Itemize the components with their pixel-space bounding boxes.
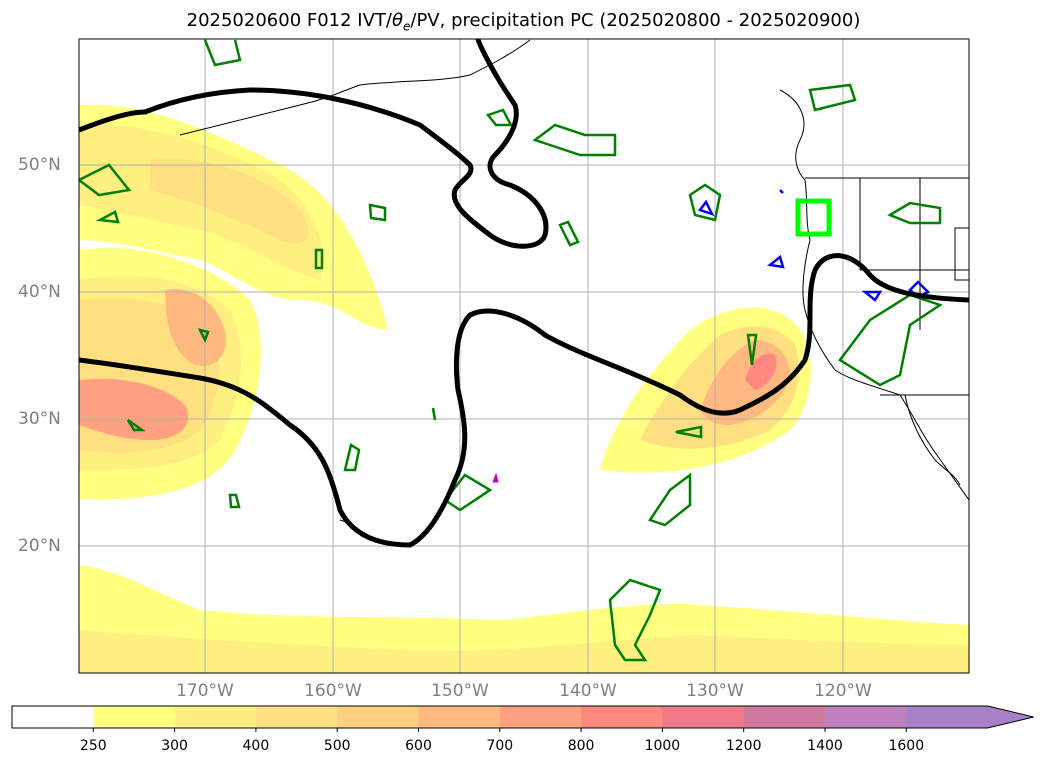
precip-contour-18 [343,443,361,472]
pv-contour-1 [697,199,715,217]
pv-contours [697,189,931,302]
coast-baja [904,394,961,486]
ivt-fill-west-core-b [79,378,189,440]
lat-label-50n: 50°N [18,155,61,175]
colorbar-swatch [581,706,663,728]
colorbar-swatch [337,706,419,728]
title-prefix: 2025020600 F012 IVT/ [186,10,392,31]
precip-contour-19 [608,578,662,662]
plot-area [79,39,969,673]
plot-frame [78,38,970,674]
colorbar-extend-max [987,706,1034,728]
lon-label-160w: 160°W [304,681,362,701]
precip-contour-5 [485,108,514,127]
pv-contour-magenta [492,472,499,483]
precip-contour-21 [228,493,241,509]
precip-contour-10 [808,83,857,112]
coast-west-america [779,89,969,501]
precip-contours [79,39,943,662]
precip-contour-16 [648,472,692,527]
ivt-fill-west-core-a [165,289,226,366]
colorbar-tick-label: 1200 [725,738,762,754]
precip-contour-17 [443,473,493,512]
precip-contour-22 [431,407,437,421]
ivt-fill-south-2 [79,630,969,673]
lat-label-20n: 20°N [18,536,61,556]
colorbar-swatch [418,706,501,728]
colorbar-swatch [662,706,745,728]
state-border-east [954,227,969,281]
colorbar [11,705,1034,732]
lon-label-120w: 120°W [814,681,872,701]
map-title: 2025020600 F012 IVT/θe/PV, precipitation… [0,10,1047,34]
colorbar-swatch [255,706,338,728]
colorbar-tick-label: 500 [323,738,351,754]
title-theta: θ [391,10,403,31]
state-borders [859,178,969,330]
lon-label-130w: 130°W [686,681,744,701]
colorbar-swatch [743,706,826,728]
precip-contour-11 [887,201,942,225]
target-region-box [795,198,832,237]
colorbar-tick-label: 300 [161,738,188,754]
precip-contour-7 [558,220,580,247]
precip-contour-14 [126,418,146,432]
colorbar-swatch [499,706,582,728]
ivt-contour-north [79,39,549,249]
colorbar-swatch [12,706,94,728]
title-suffix: /PV, precipitation PC (2025020800 - 2025… [410,10,861,31]
precip-contour-1 [203,39,242,67]
colorbar-tick-label: 1000 [644,738,681,754]
title-theta-sub: e [403,19,411,34]
lon-label-150w: 150°W [431,681,489,701]
lat-label-30n: 30°N [18,409,61,429]
precip-contour-12 [838,293,943,387]
ivt-contour-south [79,253,969,548]
colorbar-tick-label: 1400 [807,738,843,754]
precip-contour-2 [79,163,132,197]
colorbar-outline [11,705,1034,729]
precip-contour-20 [675,425,703,439]
pv-contour-3 [861,290,883,302]
ivt-fill-east-core [745,353,777,390]
precip-contour-6 [368,203,387,222]
colorbar-swatch [93,706,176,728]
ivt-fill-north-core [150,159,309,244]
colorbar-swatch [825,706,907,728]
lon-label-140w: 140°W [559,681,617,701]
colorbar-tick-label: 1600 [888,738,925,754]
colorbar-tick-label: 250 [79,738,107,754]
colorbar-tick-label: 400 [242,738,270,754]
lon-label-170w: 170°W [176,681,234,701]
precip-contour-15 [746,333,758,366]
pv-contour-2 [766,254,785,269]
precip-contour-13 [197,328,210,344]
pv-contour-5 [779,189,784,194]
precip-contour-4 [532,123,617,157]
colorbar-tick-label: 600 [405,738,432,754]
colorbar-swatch [174,706,257,728]
ivt-contours [79,39,969,548]
colorbar-swatch [906,706,989,728]
coast-alaska [179,39,531,136]
colorbar-tick-label: 800 [567,738,595,754]
lat-label-40n: 40°N [18,282,61,302]
precip-contour-9 [688,183,722,222]
precip-contour-3 [95,210,120,224]
colorbar-tick-label: 700 [486,738,514,754]
precip-contour-8 [314,248,324,270]
